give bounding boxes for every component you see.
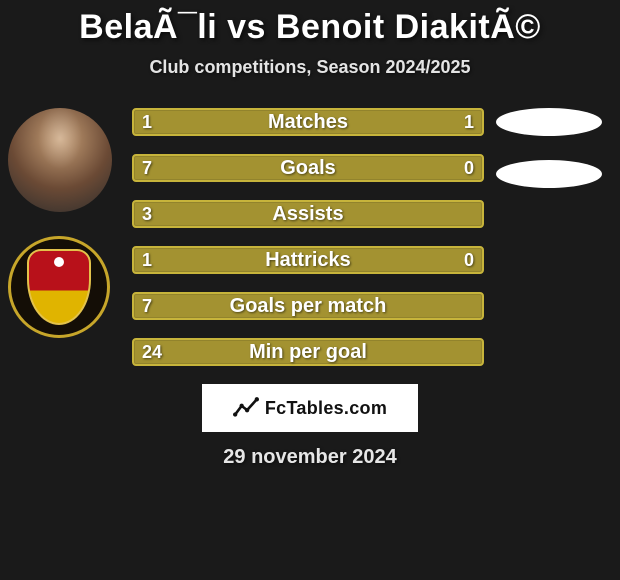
right-oval-0 [496, 108, 602, 136]
stat-value-right: 0 [464, 246, 474, 274]
source-badge: FcTables.com [202, 384, 418, 432]
stat-value-left: 7 [142, 154, 152, 182]
stat-label: Matches [132, 108, 484, 136]
stat-value-left: 1 [142, 246, 152, 274]
stat-row-goals: Goals7 0 [132, 154, 484, 182]
stat-row-hattricks: Hattricks1 0 [132, 246, 484, 274]
club-badge [8, 236, 110, 338]
stat-value-left: 7 [142, 292, 152, 320]
stat-value-left: 1 [142, 108, 152, 136]
stat-row-min-per-goal: Min per goal24 [132, 338, 484, 366]
stats-area: Matches11Goals70Assists3Hattricks10Goals… [0, 108, 620, 366]
stat-label: Hattricks [132, 246, 484, 274]
stat-row-goals-per-match: Goals per match7 [132, 292, 484, 320]
stat-row-assists: Assists3 [132, 200, 484, 228]
stat-value-left: 3 [142, 200, 152, 228]
right-oval-1 [496, 160, 602, 188]
stat-label: Goals per match [132, 292, 484, 320]
page-title: BelaÃ¯li vs Benoit DiakitÃ© [0, 0, 620, 47]
stat-value-right: 1 [464, 108, 474, 136]
page-subtitle: Club competitions, Season 2024/2025 [0, 57, 620, 78]
source-badge-text: FcTables.com [265, 398, 387, 419]
player-avatar [8, 108, 112, 212]
stat-label: Assists [132, 200, 484, 228]
chart-icon [233, 395, 259, 421]
stat-value-right: 0 [464, 154, 474, 182]
stat-label: Min per goal [132, 338, 484, 366]
stat-label: Goals [132, 154, 484, 182]
stat-row-matches: Matches1 1 [132, 108, 484, 136]
footer-date: 29 november 2024 [0, 446, 620, 469]
stat-value-left: 24 [142, 338, 162, 366]
shield-icon [27, 249, 91, 325]
